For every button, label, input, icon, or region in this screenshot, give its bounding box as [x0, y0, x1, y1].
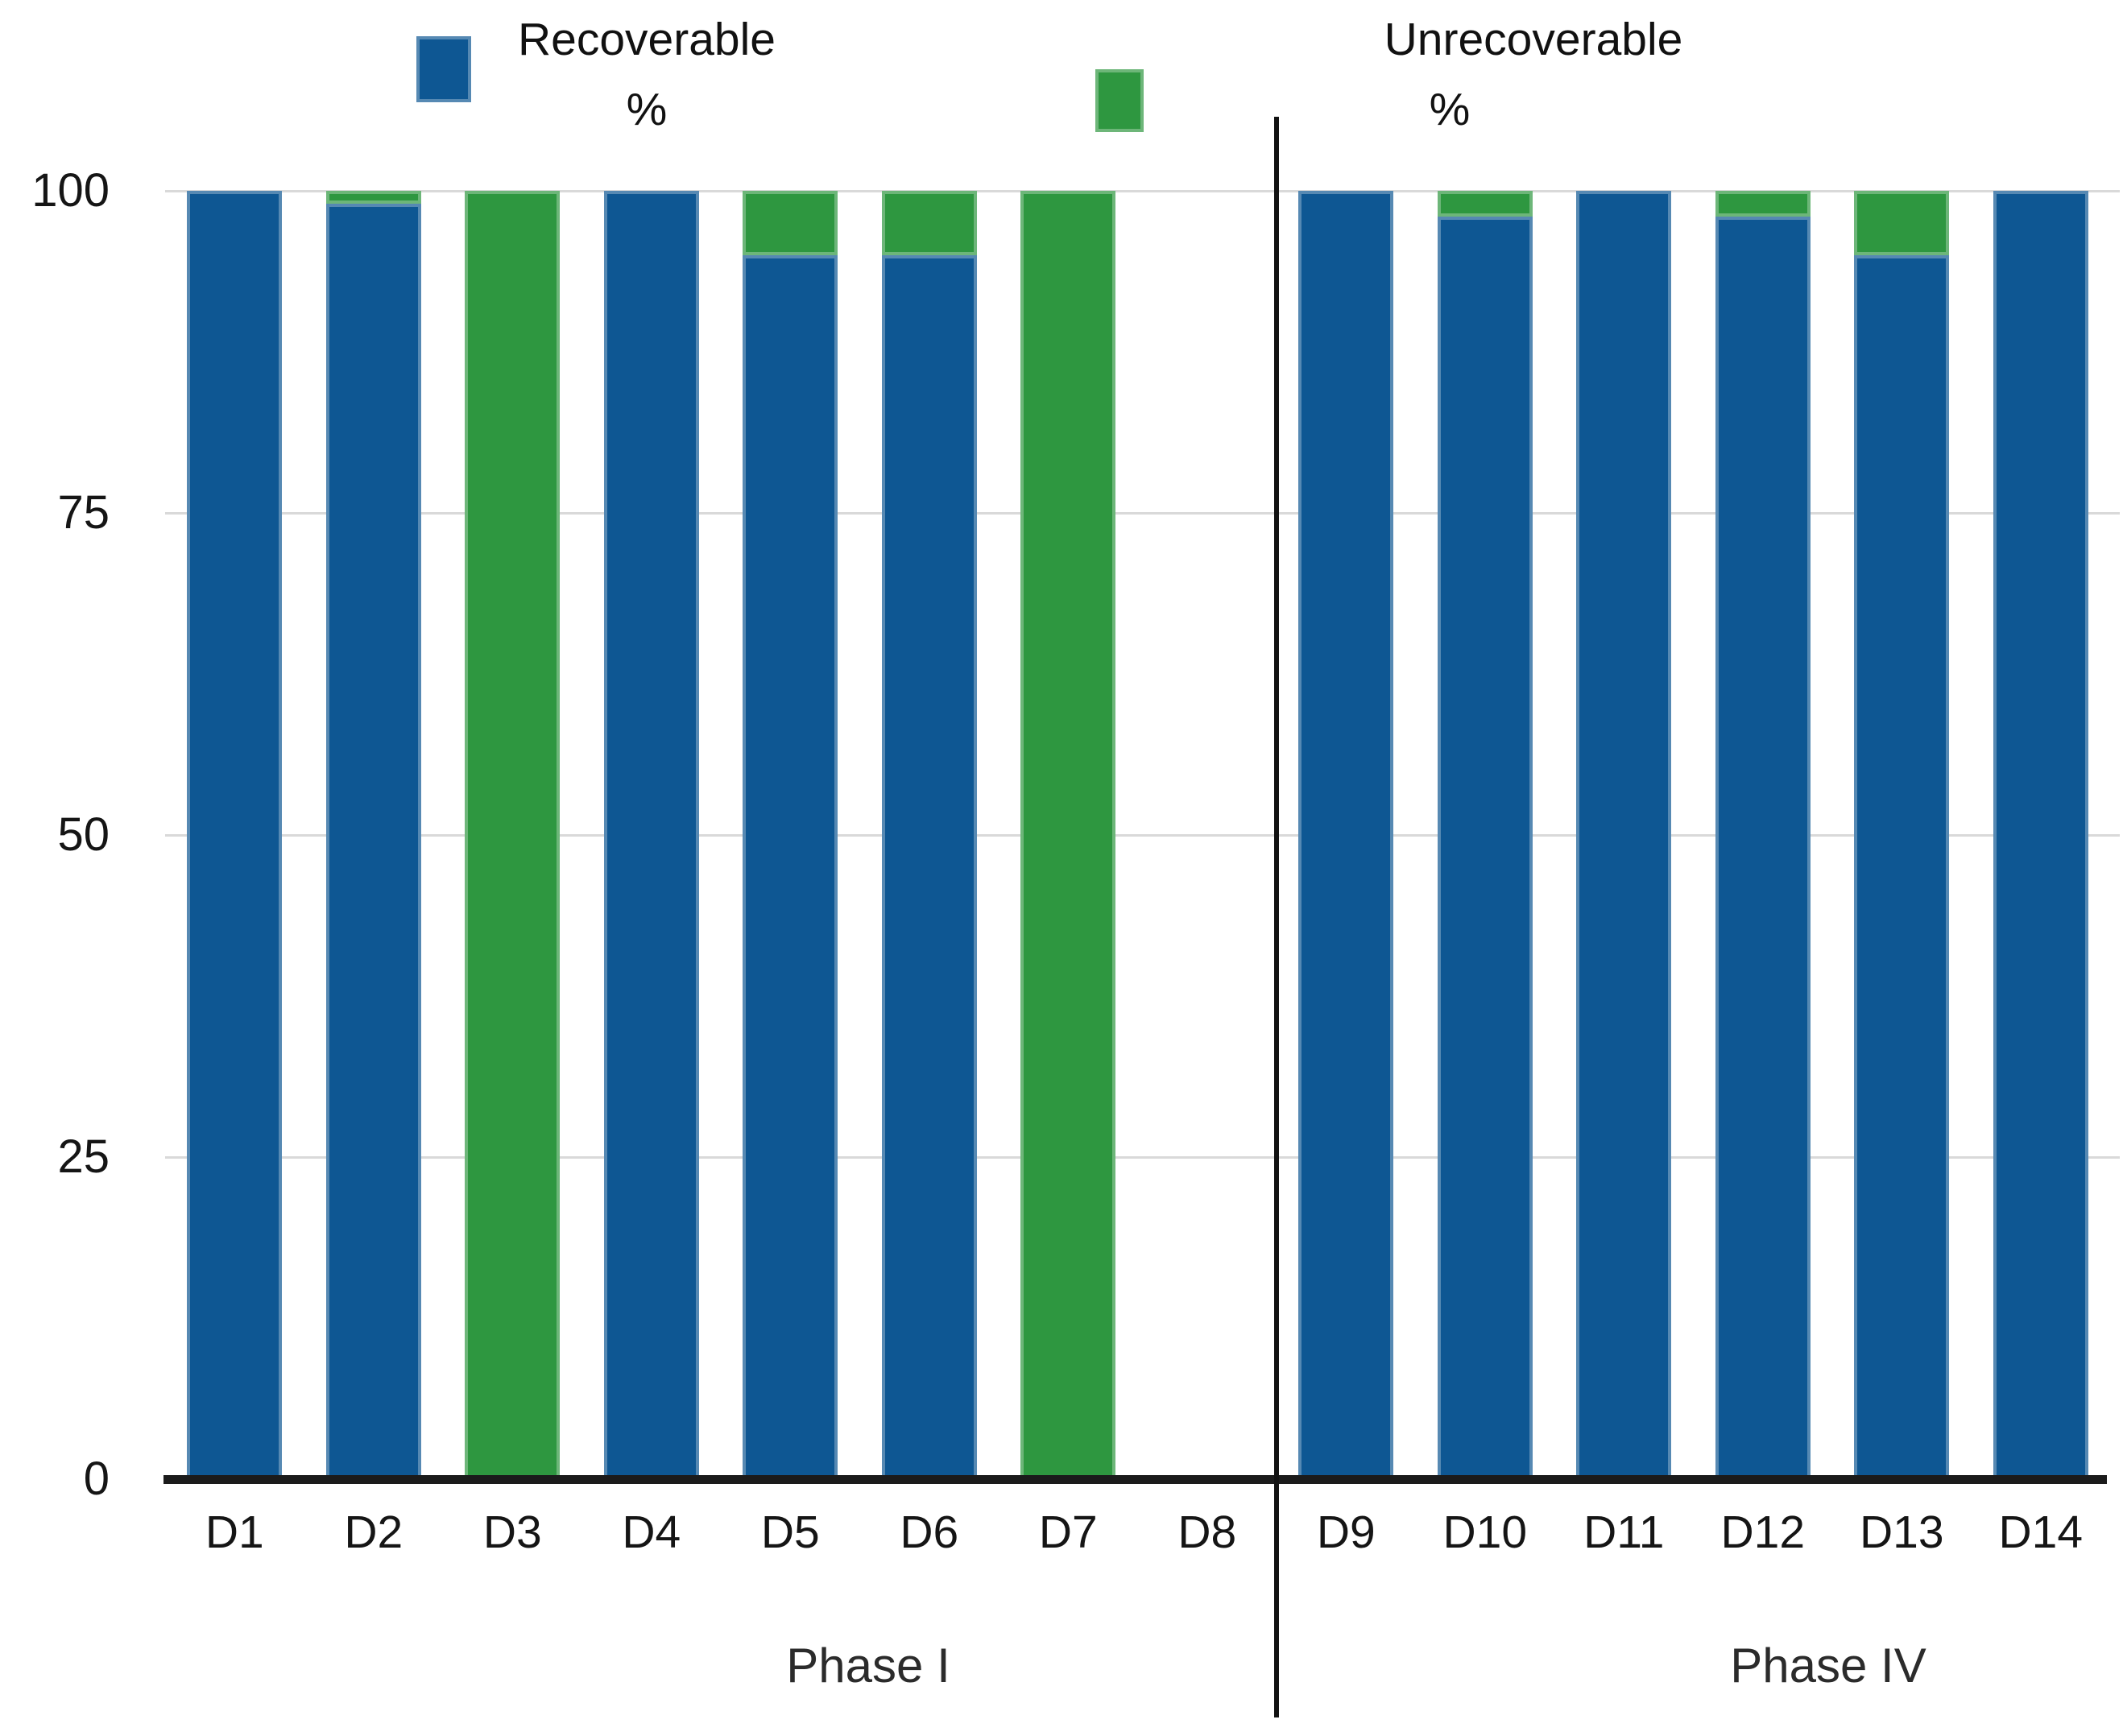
legend-text-recoverable: Recoverable: [517, 14, 776, 65]
y-tick-label-100: 100: [31, 164, 110, 217]
bar-D6: [881, 191, 977, 1479]
bar-D10-unrecoverable-segment: [1437, 191, 1533, 217]
gridline-25: [165, 1156, 2120, 1159]
legend-unit-recoverable: %: [626, 83, 668, 135]
bar-slot-D3: [443, 191, 582, 1479]
bar-D2-unrecoverable-segment: [325, 191, 421, 204]
bar-slot-D8: [1138, 191, 1277, 1479]
bar-D7-unrecoverable-segment: [1020, 191, 1116, 1479]
bar-slot-D13: [1832, 191, 1972, 1479]
gridline-75: [165, 512, 2120, 515]
bar-D11: [1576, 191, 1672, 1479]
x-label-D2: D2: [344, 1507, 403, 1558]
x-label-D11: D11: [1583, 1507, 1665, 1558]
bar-D1-recoverable-segment: [187, 191, 283, 1479]
x-label-D3: D3: [482, 1507, 542, 1558]
bar-slot-D1: [165, 191, 304, 1479]
bar-slot-D7: [999, 191, 1138, 1479]
x-label-D14: D14: [1998, 1507, 2084, 1558]
bar-D9: [1298, 191, 1394, 1479]
bar-D14: [1993, 191, 2088, 1479]
x-axis-category-labels: D1 D2 D3 D4 D5 D6 D7 D8 D9 D10 D11 D12 D13 D14: [165, 1507, 2110, 1557]
x-label-D12: D12: [1720, 1507, 1806, 1558]
x-label-D8: D8: [1177, 1507, 1237, 1558]
x-label-D5: D5: [760, 1507, 820, 1558]
bar-D13-unrecoverable-segment: [1854, 191, 1950, 255]
bar-series-area: [165, 191, 2110, 1479]
bar-D12-recoverable-segment: [1715, 217, 1811, 1479]
x-label-D7: D7: [1038, 1507, 1098, 1558]
bar-D13-recoverable-segment: [1854, 255, 1950, 1479]
legend-swatch-unrecoverable: [1095, 69, 1144, 132]
legend-label-recoverable: Recoverable %: [453, 5, 840, 144]
bar-D7: [1020, 191, 1116, 1479]
bar-D1: [187, 191, 283, 1479]
bar-slot-D9: [1277, 191, 1416, 1479]
x-label-D13: D13: [1859, 1507, 1944, 1558]
phase-divider-line: [1274, 117, 1279, 1717]
bar-slot-D14: [1972, 191, 2111, 1479]
bar-D3-unrecoverable-segment: [465, 191, 561, 1479]
bar-D4: [603, 191, 699, 1479]
x-label-D1: D1: [205, 1507, 264, 1558]
bar-slot-D5: [721, 191, 860, 1479]
gridline-100: [165, 190, 2120, 192]
bar-D6-unrecoverable-segment: [881, 191, 977, 255]
bar-D6-recoverable-segment: [881, 255, 977, 1479]
bar-slot-D4: [582, 191, 722, 1479]
bar-D10: [1437, 191, 1533, 1479]
bar-slot-D11: [1554, 191, 1694, 1479]
bar-slot-D12: [1694, 191, 1833, 1479]
bar-D14-recoverable-segment: [1993, 191, 2088, 1479]
y-tick-label-75: 75: [57, 486, 110, 539]
y-tick-label-25: 25: [57, 1130, 110, 1183]
x-label-D9: D9: [1316, 1507, 1376, 1558]
x-label-D10: D10: [1442, 1507, 1528, 1558]
y-tick-label-50: 50: [57, 808, 110, 861]
bar-D12-unrecoverable-segment: [1715, 191, 1811, 217]
y-tick-label-0: 0: [83, 1453, 110, 1505]
bar-D10-recoverable-segment: [1437, 217, 1533, 1479]
bar-D9-recoverable-segment: [1298, 191, 1394, 1479]
bar-D5: [743, 191, 838, 1479]
bar-D5-unrecoverable-segment: [743, 191, 838, 255]
legend-unit-unrecoverable: %: [1429, 83, 1471, 135]
x-axis-line: [163, 1475, 2107, 1484]
bar-D13: [1854, 191, 1950, 1479]
bar-D4-recoverable-segment: [603, 191, 699, 1479]
x-label-D4: D4: [622, 1507, 681, 1558]
bar-D2: [325, 191, 421, 1479]
bar-D5-recoverable-segment: [743, 255, 838, 1479]
bar-slot-D2: [304, 191, 444, 1479]
phase-iv-label: Phase IV: [1730, 1639, 1926, 1693]
bar-D8: [1160, 191, 1255, 1479]
bar-D11-recoverable-segment: [1576, 191, 1672, 1479]
bar-D12: [1715, 191, 1811, 1479]
legend-label-unrecoverable: Unrecoverable %: [1340, 5, 1727, 144]
gridline-50: [165, 834, 2120, 837]
bar-slot-D6: [860, 191, 999, 1479]
x-label-D6: D6: [900, 1507, 959, 1558]
bar-D3: [465, 191, 561, 1479]
legend-text-unrecoverable: Unrecoverable: [1384, 14, 1683, 65]
legend-swatch-recoverable: [416, 36, 471, 102]
bar-D2-recoverable-segment: [325, 204, 421, 1479]
bar-slot-D10: [1416, 191, 1555, 1479]
phase-i-label: Phase I: [786, 1639, 950, 1693]
